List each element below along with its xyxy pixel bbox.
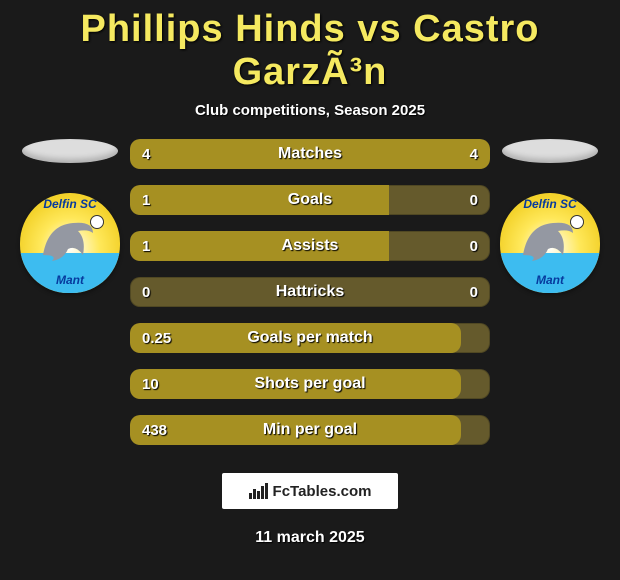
- stat-label: Hattricks: [130, 277, 490, 307]
- footer-logo: FcTables.com: [222, 473, 398, 509]
- stat-label: Min per goal: [130, 415, 490, 445]
- stat-row: 10Shots per goal: [130, 369, 490, 399]
- stat-row: 10Assists: [130, 231, 490, 261]
- soccer-ball-icon: [90, 215, 104, 229]
- stats-column: 44Matches 10Goals 10Assists 00Hattricks 0.25…: [130, 139, 490, 461]
- soccer-ball-icon: [570, 215, 584, 229]
- badge-bottom-text: Mant: [500, 273, 600, 287]
- stat-row: 438Min per goal: [130, 415, 490, 445]
- stat-label: Shots per goal: [130, 369, 490, 399]
- stat-label: Matches: [130, 139, 490, 169]
- left-column: Delfin SC Mant: [10, 139, 130, 461]
- dolphin-icon: [38, 215, 98, 267]
- content-wrap: Delfin SC Mant 44Matches 10Goals 10Assists…: [0, 139, 620, 461]
- stat-row: 00Hattricks: [130, 277, 490, 307]
- stat-label: Assists: [130, 231, 490, 261]
- team-badge-right: Delfin SC Mant: [500, 193, 600, 293]
- badge-bottom-text: Mant: [20, 273, 120, 287]
- page-title: Phillips Hinds vs Castro GarzÃ³n: [0, 0, 620, 94]
- dolphin-icon: [518, 215, 578, 267]
- stat-row: 10Goals: [130, 185, 490, 215]
- player-placeholder-left: [22, 139, 118, 163]
- badge-top-text: Delfin SC: [500, 197, 600, 211]
- stat-row: 0.25Goals per match: [130, 323, 490, 353]
- right-column: Delfin SC Mant: [490, 139, 610, 461]
- player-placeholder-right: [502, 139, 598, 163]
- stat-label: Goals per match: [130, 323, 490, 353]
- stat-label: Goals: [130, 185, 490, 215]
- subtitle: Club competitions, Season 2025: [0, 102, 620, 119]
- badge-top-text: Delfin SC: [20, 197, 120, 211]
- footer-logo-text: FcTables.com: [273, 483, 372, 500]
- date-text: 11 march 2025: [0, 529, 620, 547]
- bars-icon: [249, 483, 269, 499]
- stat-row: 44Matches: [130, 139, 490, 169]
- team-badge-left: Delfin SC Mant: [20, 193, 120, 293]
